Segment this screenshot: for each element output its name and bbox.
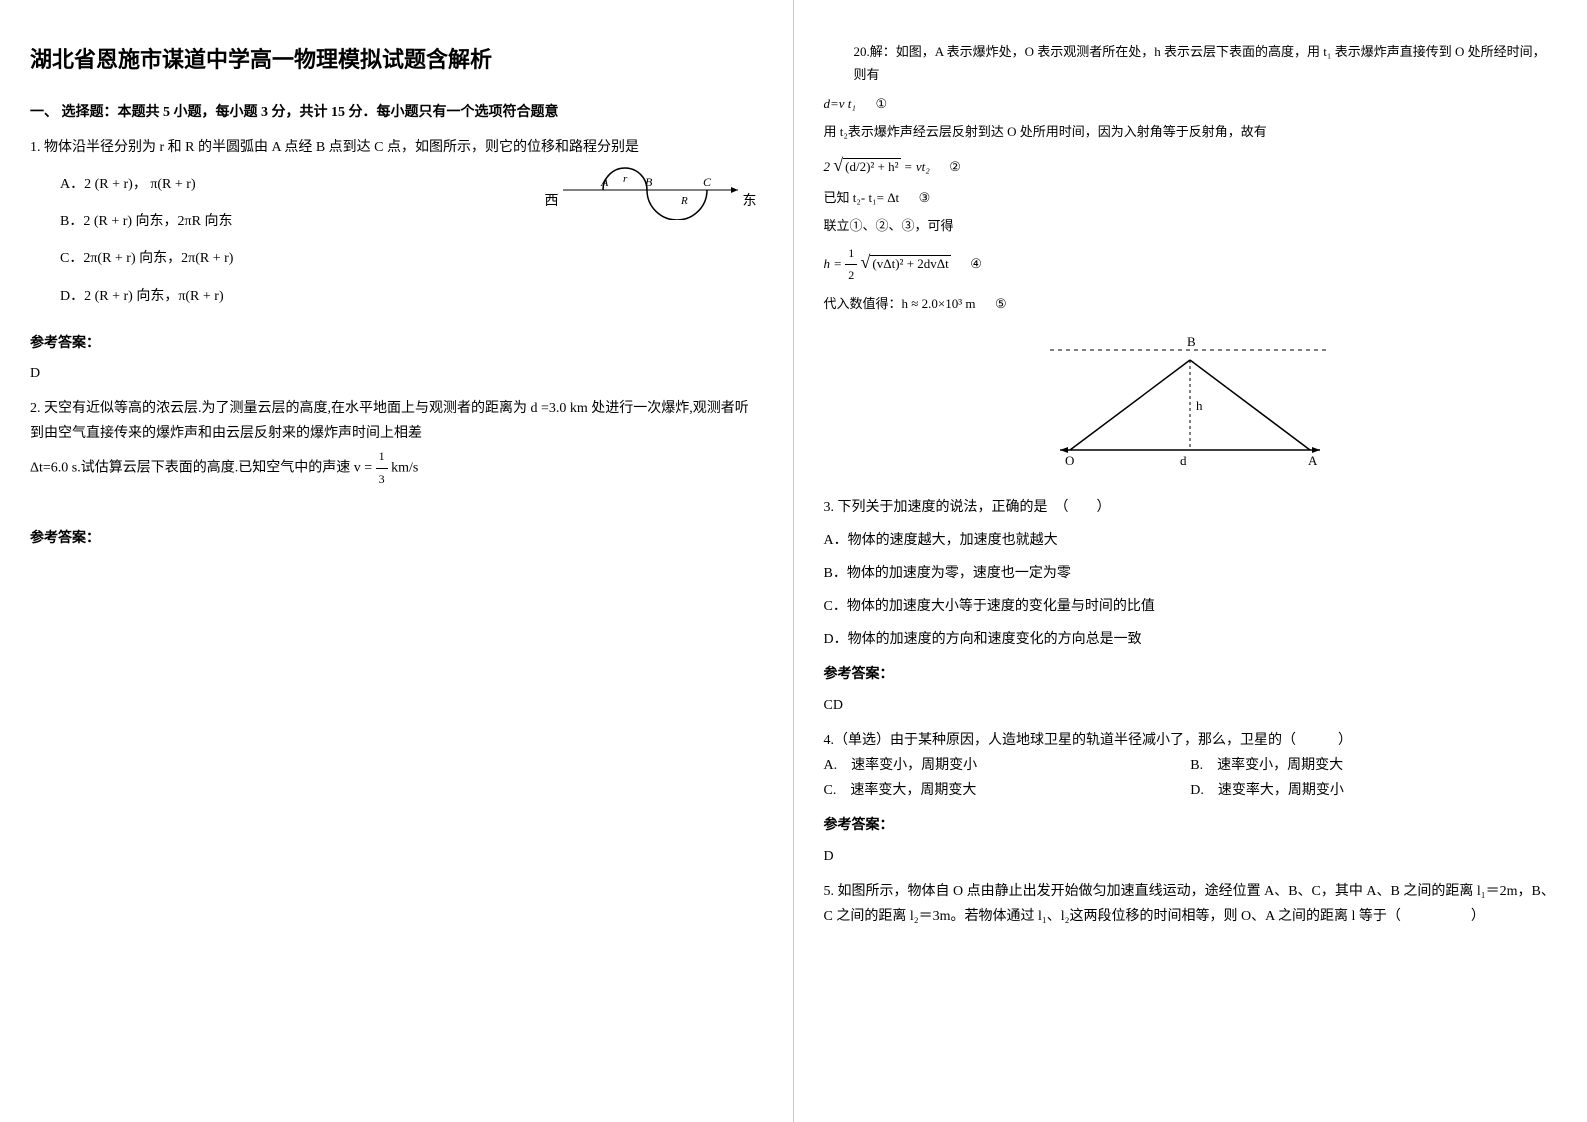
sol-frac4-den: 2 xyxy=(845,265,857,287)
q1-opt-d: D．2 (R + r) 向东，π(R + r) xyxy=(60,284,763,309)
svg-text:A: A xyxy=(1308,453,1318,468)
q2-stem-line2: Δt=6.0 s.试估算云层下表面的高度.已知空气中的声速 v = 1 3 km… xyxy=(30,446,763,490)
q1-opt-c: C．2π(R + r) 向东，2π(R + r) xyxy=(60,246,763,271)
sol-eq2b: = vt₂ xyxy=(904,159,930,174)
sol-eq2-row: 2 √(d/2)² + h² = vt₂ ② xyxy=(824,149,1558,181)
question-2: 2. 天空有近似等高的浓云层.为了测量云层的高度,在水平地面上与观测者的距离为 … xyxy=(30,396,763,551)
q4-answer: D xyxy=(824,844,1558,869)
q2-fraction: 1 3 xyxy=(376,446,388,490)
sol-eq2a: 2 xyxy=(824,159,831,174)
q4-opt-a: A. 速率变小，周期变小 xyxy=(824,753,1191,778)
sol-refl: 用 t₂表示爆炸声经云层反射到达 O 处所用时间，因为入射角等于反射角，故有 xyxy=(824,120,1558,143)
svg-text:d: d xyxy=(1180,453,1187,468)
question-4: 4.（单选）由于某种原因，人造地球卫星的轨道半径减小了，那么，卫星的（ ） A.… xyxy=(824,728,1558,869)
sol-sub: 代入数值得：h ≈ 2.0×10³ m xyxy=(824,296,976,311)
solution-figure: O A B h d xyxy=(824,330,1558,479)
q3-opt-a: A．物体的速度越大，加速度也就越大 xyxy=(824,528,1558,553)
svg-text:h: h xyxy=(1196,398,1203,413)
sol-combine: 联立①、②、③，可得 xyxy=(824,214,1558,237)
svg-text:r: r xyxy=(623,173,628,185)
right-column: 20.解：如图，A 表示爆炸处，O 表示观测者所在处，h 表示云层下表面的高度，… xyxy=(794,0,1587,1122)
q2-answer-label: 参考答案： xyxy=(30,526,763,551)
svg-text:C: C xyxy=(703,175,712,189)
svg-text:R: R xyxy=(680,195,688,207)
q3-opt-d: D．物体的加速度的方向和速度变化的方向总是一致 xyxy=(824,627,1558,652)
q2-frac-num: 1 xyxy=(376,446,388,469)
section1-title: 一、 选择题：本题共 5 小题，每小题 3 分，共计 15 分．每小题只有一个选… xyxy=(30,100,763,125)
question-1: 1. 物体沿半径分别为 r 和 R 的半圆弧由 A 点经 B 点到达 C 点，如… xyxy=(30,135,763,386)
sol-frac4-num: 1 xyxy=(845,243,857,266)
svg-text:B: B xyxy=(645,175,653,189)
q5-stem: 5. 如图所示，物体自 O 点由静止出发开始做匀加速直线运动，途经位置 A、B、… xyxy=(824,879,1558,929)
sol-eq1-row: d=v t₁ ① xyxy=(824,92,1558,115)
q4-stem: 4.（单选）由于某种原因，人造地球卫星的轨道半径减小了，那么，卫星的（ ） xyxy=(824,728,1558,753)
q4-opt-d: D. 速变率大，周期变小 xyxy=(1190,778,1557,803)
q3-answer-label: 参考答案： xyxy=(824,662,1558,687)
left-column: 湖北省恩施市谋道中学高一物理模拟试题含解析 一、 选择题：本题共 5 小题，每小… xyxy=(0,0,794,1122)
sol-circ4: ④ xyxy=(970,256,982,271)
sol-circ2: ② xyxy=(949,159,961,174)
dir-east: 东 xyxy=(743,189,757,214)
q2-frac-den: 3 xyxy=(376,469,388,491)
q4-opt-b: B. 速率变小，周期变大 xyxy=(1190,753,1557,778)
q3-answer: CD xyxy=(824,693,1558,718)
sol-known-row: 已知 t₂- t₁= Δt ③ xyxy=(824,186,1558,209)
sol-frac4: 1 2 xyxy=(845,243,857,287)
q4-opt-c: C. 速率变大，周期变大 xyxy=(824,778,1191,803)
sol-circ5: ⑤ xyxy=(995,296,1007,311)
q1-answer-label: 参考答案： xyxy=(30,331,763,356)
q1-answer: D xyxy=(30,361,763,386)
q2-stem-c: km/s xyxy=(391,461,418,476)
sol-circ1: ① xyxy=(875,96,887,111)
svg-text:A: A xyxy=(600,175,609,189)
sol-eq4-row: h = 1 2 √(vΔt)² + 2dvΔt ④ xyxy=(824,243,1558,287)
sol-intro: 20.解：如图，A 表示爆炸处，O 表示观测者所在处，h 表示云层下表面的高度，… xyxy=(854,40,1558,87)
sol-eq1: d=v t₁ xyxy=(824,96,856,111)
sol-eq4-pre: h = xyxy=(824,256,846,271)
question-5: 5. 如图所示，物体自 O 点由静止出发开始做匀加速直线运动，途经位置 A、B、… xyxy=(824,879,1558,929)
sol-eq4-sqrt: (vΔt)² + 2dvΔt xyxy=(870,255,950,271)
question-3: 3. 下列关于加速度的说法，正确的是 （ ） A．物体的速度越大，加速度也就越大… xyxy=(824,495,1558,718)
solution-20: 20.解：如图，A 表示爆炸处，O 表示观测者所在处，h 表示云层下表面的高度，… xyxy=(824,40,1558,315)
doc-title: 湖北省恩施市谋道中学高一物理模拟试题含解析 xyxy=(30,40,763,80)
svg-text:O: O xyxy=(1065,453,1074,468)
svg-text:B: B xyxy=(1187,334,1196,349)
q3-stem: 3. 下列关于加速度的说法，正确的是 （ ） xyxy=(824,495,1558,520)
q3-opt-b: B．物体的加速度为零，速度也一定为零 xyxy=(824,561,1558,586)
sol-circ3: ③ xyxy=(919,190,931,205)
dir-west: 西 xyxy=(545,189,559,214)
q3-opt-c: C．物体的加速度大小等于速度的变化量与时间的比值 xyxy=(824,594,1558,619)
q2-stem-a: 2. 天空有近似等高的浓云层.为了测量云层的高度,在水平地面上与观测者的距离为 … xyxy=(30,396,763,446)
q4-answer-label: 参考答案： xyxy=(824,813,1558,838)
sol-sub-row: 代入数值得：h ≈ 2.0×10³ m ⑤ xyxy=(824,292,1558,315)
q1-stem: 1. 物体沿半径分别为 r 和 R 的半圆弧由 A 点经 B 点到达 C 点，如… xyxy=(30,135,763,160)
sol-known: 已知 t₂- t₁= Δt xyxy=(824,190,900,205)
q1-figure: A r B R C 西 东 xyxy=(563,160,743,229)
q2-stem-b: Δt=6.0 s.试估算云层下表面的高度.已知空气中的声速 v = xyxy=(30,461,376,476)
